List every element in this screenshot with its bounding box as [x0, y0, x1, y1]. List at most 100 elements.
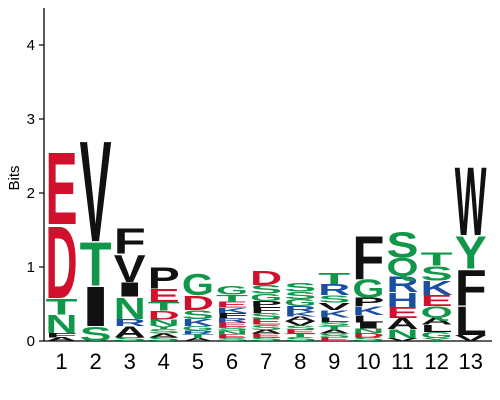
- logo-letter: P: [148, 260, 180, 295]
- logo-letter: L: [318, 316, 350, 323]
- logo-letter: I: [114, 278, 146, 301]
- logo-letter: S: [250, 336, 282, 342]
- logo-letter: L: [352, 313, 384, 324]
- logo-letter: E: [318, 336, 350, 342]
- logo-letter: G: [182, 325, 214, 332]
- logo-letter: F: [216, 312, 248, 320]
- y-axis-label: Bits: [6, 165, 23, 190]
- logo-letter: K: [421, 277, 453, 300]
- logo-letter: A: [387, 316, 419, 333]
- logo-letter: S: [250, 312, 282, 321]
- logo-letter: G: [216, 284, 248, 297]
- logo-letter: K: [318, 308, 350, 320]
- logo-letter: D: [148, 309, 180, 323]
- logo-letter: A: [250, 329, 282, 335]
- x-tick-label: 6: [226, 349, 238, 374]
- logo-letter: S: [250, 283, 282, 297]
- logo-letter: P: [250, 300, 282, 309]
- logo-letter: A: [148, 333, 180, 339]
- logo-letter: G: [250, 292, 282, 303]
- x-tick-label: 1: [55, 349, 67, 374]
- x-tick-label: 13: [458, 349, 482, 374]
- logo-letter: A: [421, 315, 453, 327]
- logo-letter: V: [284, 320, 316, 327]
- logo-letter: T: [216, 293, 248, 304]
- logo-letter: R: [284, 305, 316, 314]
- logo-letter: P: [352, 295, 384, 309]
- logo-letter: I: [352, 321, 384, 330]
- logo-letter: G: [421, 331, 453, 340]
- x-tick-label: 9: [328, 349, 340, 374]
- logo-letter: S: [182, 308, 214, 322]
- logo-letter: E: [250, 318, 282, 327]
- logo-letter: R: [318, 282, 350, 299]
- logo-letter: K: [352, 304, 385, 318]
- y-tick-label: 0: [27, 333, 35, 350]
- logo-letter: T: [318, 325, 350, 331]
- logo-letter: N: [387, 327, 419, 341]
- logo-letter: T: [421, 249, 453, 270]
- logo-letter: S: [284, 281, 316, 295]
- logo-letter: V: [387, 337, 419, 342]
- logo-letter: Y: [148, 325, 180, 331]
- logo-letter: Y: [455, 226, 487, 278]
- x-tick-label: 5: [192, 349, 204, 374]
- y-tick-label: 3: [27, 111, 35, 128]
- x-tick-label: 3: [124, 349, 136, 374]
- logo-letter: E: [216, 334, 248, 340]
- logo-letter: T: [80, 231, 112, 300]
- logo-letter: S: [216, 326, 248, 332]
- logo-letter: F: [250, 305, 282, 314]
- y-tick-label: 1: [27, 259, 35, 276]
- logo-letter: D: [250, 267, 282, 290]
- logo-letter: S: [250, 324, 282, 332]
- logo-letter: A: [318, 329, 350, 335]
- x-tick-label: 12: [424, 349, 448, 374]
- logo-letter: N: [148, 318, 180, 327]
- logo-letter: A: [46, 336, 78, 342]
- logo-letter: S: [387, 225, 419, 265]
- logo-letter: E: [387, 304, 419, 321]
- logo-letter: S: [421, 262, 453, 285]
- x-tick-label: 2: [89, 349, 101, 374]
- logo-letter: F: [114, 221, 146, 262]
- logo-letter: E: [421, 292, 453, 309]
- logo-letter: S: [114, 336, 146, 342]
- logo-letter: Q: [421, 303, 453, 320]
- y-ticks: 0 1 2 3 4: [27, 37, 44, 350]
- logo-letter: E: [216, 322, 248, 329]
- logo-letter: S: [318, 321, 350, 328]
- logo-letter: E: [284, 329, 316, 335]
- logo-letter: S: [318, 333, 350, 339]
- logo-letter: S: [80, 323, 112, 346]
- logo-letter: A: [114, 324, 146, 341]
- logo-letter: V: [80, 111, 112, 272]
- logo-letter: D: [352, 332, 384, 339]
- logo-letter: W: [455, 148, 487, 256]
- logo-letter: A: [182, 337, 214, 342]
- logo-letter: E: [216, 301, 248, 310]
- logo-letter: V: [318, 301, 350, 312]
- logo-letter: S: [284, 336, 316, 342]
- logo-letter: K: [216, 306, 248, 314]
- logo-letter: S: [148, 336, 180, 342]
- x-tick-label: 4: [158, 349, 170, 374]
- logo-letter: K: [182, 317, 214, 329]
- logo-letter: E: [46, 131, 78, 246]
- logo-letter: L: [421, 323, 453, 334]
- logo-letter: I: [80, 276, 112, 339]
